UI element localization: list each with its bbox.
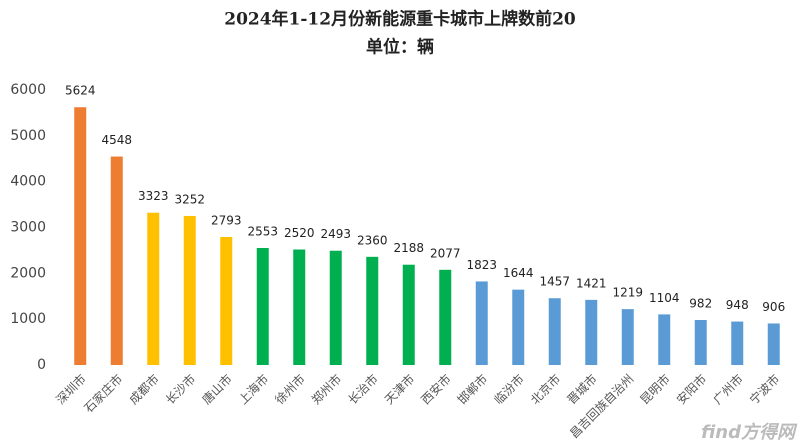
x-tick-label: 石家庄市 bbox=[81, 371, 126, 416]
x-tick-label: 长治市 bbox=[345, 371, 381, 407]
bar bbox=[439, 269, 452, 365]
y-tick-label: 5000 bbox=[10, 128, 46, 144]
bar bbox=[767, 323, 780, 365]
value-label: 3323 bbox=[138, 189, 169, 203]
value-label: 4548 bbox=[101, 133, 132, 147]
value-label: 1644 bbox=[503, 266, 534, 280]
value-label: 1421 bbox=[576, 276, 607, 290]
value-label: 2188 bbox=[393, 241, 424, 255]
y-tick-label: 4000 bbox=[10, 174, 46, 190]
x-tick-label: 徐州市 bbox=[272, 371, 308, 407]
bar bbox=[329, 250, 342, 365]
x-tick-label: 深圳市 bbox=[53, 371, 89, 407]
x-tick-label: 北京市 bbox=[527, 371, 563, 407]
x-tick-label: 唐山市 bbox=[199, 371, 235, 407]
bar bbox=[366, 256, 379, 365]
bar bbox=[694, 319, 707, 365]
x-tick-label: 长沙市 bbox=[162, 371, 198, 407]
x-tick-label: 邯郸市 bbox=[454, 371, 490, 407]
bar bbox=[548, 298, 561, 365]
x-tick-label: 晋城市 bbox=[564, 371, 600, 407]
chart-subtitle: 单位：辆 bbox=[366, 37, 434, 58]
bar bbox=[402, 264, 415, 365]
bar bbox=[621, 309, 634, 365]
x-tick-label: 昆明市 bbox=[637, 371, 673, 407]
value-label: 5624 bbox=[65, 84, 96, 98]
bar bbox=[475, 281, 488, 365]
y-tick-label: 2000 bbox=[10, 265, 46, 281]
value-label: 2553 bbox=[247, 224, 278, 238]
x-tick-label: 临汾市 bbox=[491, 371, 527, 407]
value-label: 2793 bbox=[211, 213, 242, 227]
value-label: 1457 bbox=[539, 275, 570, 289]
y-tick-label: 0 bbox=[37, 357, 46, 373]
bar bbox=[658, 314, 671, 365]
bar bbox=[183, 215, 196, 365]
bar bbox=[220, 236, 233, 365]
value-label: 906 bbox=[762, 300, 785, 314]
bar bbox=[293, 249, 306, 365]
x-tick-label: 安阳市 bbox=[673, 371, 709, 407]
x-tick-label: 西安市 bbox=[418, 371, 454, 407]
watermark: find方得网 bbox=[701, 422, 798, 443]
x-tick-label: 天津市 bbox=[381, 371, 417, 407]
x-tick-label: 郑州市 bbox=[308, 371, 344, 407]
value-label: 982 bbox=[689, 296, 712, 310]
bar bbox=[74, 107, 87, 365]
bar bbox=[512, 289, 525, 365]
value-label: 2360 bbox=[357, 233, 388, 247]
bar bbox=[256, 247, 269, 365]
value-label: 948 bbox=[726, 298, 749, 312]
value-label: 1219 bbox=[612, 286, 643, 300]
value-label: 2077 bbox=[430, 246, 461, 260]
y-tick-label: 3000 bbox=[10, 220, 46, 236]
x-tick-label: 昌吉回族自治州 bbox=[567, 372, 636, 441]
x-tick-label: 宁波市 bbox=[746, 371, 782, 407]
x-tick-label: 广州市 bbox=[710, 371, 746, 407]
value-label: 2493 bbox=[320, 227, 351, 241]
value-label: 3252 bbox=[174, 192, 205, 206]
value-label: 1823 bbox=[466, 258, 497, 272]
chart-title: 2024年1-12月份新能源重卡城市上牌数前20 bbox=[224, 9, 576, 30]
bar bbox=[147, 212, 160, 365]
bar bbox=[110, 156, 123, 365]
bar bbox=[731, 321, 744, 365]
x-tick-label: 上海市 bbox=[235, 371, 271, 407]
x-tick-label: 成都市 bbox=[126, 371, 162, 407]
y-tick-label: 6000 bbox=[10, 82, 46, 98]
value-label: 2520 bbox=[284, 226, 315, 240]
value-label: 1104 bbox=[649, 291, 680, 305]
bar bbox=[585, 299, 598, 365]
y-tick-label: 1000 bbox=[10, 311, 46, 327]
